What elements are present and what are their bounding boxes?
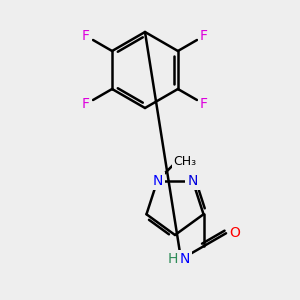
Text: H: H bbox=[168, 252, 178, 266]
Text: N: N bbox=[152, 174, 163, 188]
Text: N: N bbox=[180, 252, 190, 266]
Text: F: F bbox=[200, 29, 208, 43]
Text: F: F bbox=[200, 97, 208, 111]
Text: N: N bbox=[188, 174, 198, 188]
Text: CH₃: CH₃ bbox=[173, 154, 196, 168]
Text: F: F bbox=[82, 29, 90, 43]
Text: O: O bbox=[230, 226, 241, 240]
Text: F: F bbox=[82, 97, 90, 111]
